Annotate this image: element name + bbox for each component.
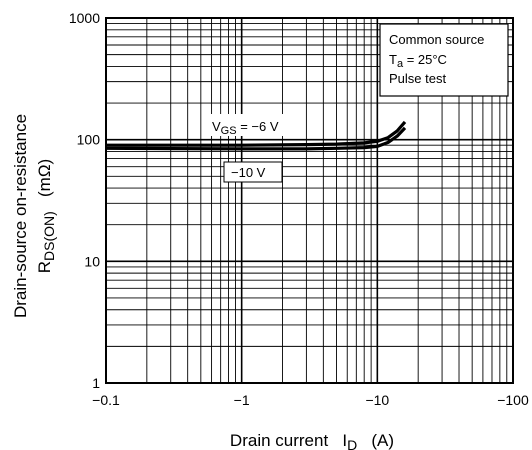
x-axis-gap-2 <box>357 431 371 450</box>
x-axis-unit: (A) <box>371 431 394 450</box>
x-tick-label: −100 <box>497 392 529 408</box>
x-axis-symbol: I <box>342 431 347 450</box>
vgs-sub: GS <box>221 125 237 137</box>
plot-frame <box>105 17 514 384</box>
series-group <box>105 120 407 151</box>
conditions-ta-symbol: T <box>389 52 397 67</box>
grid <box>105 18 513 384</box>
x-axis-title: Drain current ID (A) <box>230 431 394 450</box>
series-label-vgs-10: −10 V <box>223 161 283 183</box>
y-tick-label: 1000 <box>69 10 100 26</box>
y-axis-symbol: RDS(ON) (mΩ) <box>35 159 57 273</box>
x-axis-label: Drain current <box>230 431 329 450</box>
series-label-vgs-6-text: VGS = −6 V <box>212 119 279 137</box>
conditions-ta-value: = 25°C <box>403 52 447 67</box>
y-axis-title: Drain-source on-resistance <box>11 114 30 318</box>
y-axis-gap <box>35 197 54 211</box>
conditions-box: Common source Ta = 25°C Pulse test <box>379 23 509 97</box>
y-axis-unit: (mΩ) <box>35 159 54 197</box>
conditions-line-1: Common source <box>389 32 484 47</box>
series-label-vgs-10-text: −10 V <box>231 165 266 180</box>
series-line-1 <box>106 120 407 147</box>
conditions-ta-sub: a <box>397 58 404 70</box>
conditions-line-2: Ta = 25°C <box>389 52 447 70</box>
x-axis-gap <box>328 431 342 450</box>
x-axis-symbol-sub: D <box>347 437 357 450</box>
y-tick-label: 100 <box>77 132 101 148</box>
y-axis-symbol-main: R <box>35 261 54 273</box>
x-tick-label: −10 <box>365 392 389 408</box>
series-label-bg <box>207 114 305 136</box>
conditions-line-3: Pulse test <box>389 71 446 86</box>
series-label-bg <box>223 161 283 183</box>
y-tick-label: 1 <box>92 375 100 391</box>
vgs-value: = −6 V <box>237 119 279 134</box>
series-label-vgs-6: VGS = −6 V <box>207 114 305 137</box>
y-tick-label: 10 <box>84 253 100 269</box>
x-tick-label: −0.1 <box>92 392 120 408</box>
x-tick-labels: −0.1 −1 −10 −100 <box>92 392 529 408</box>
conditions-box-frame <box>379 23 509 97</box>
y-tick-labels: 1 10 100 1000 <box>69 10 100 391</box>
vgs-symbol: V <box>212 119 221 134</box>
series-line-2 <box>105 126 407 151</box>
y-axis-symbol-sub: DS(ON) <box>41 211 57 261</box>
x-tick-label: −1 <box>234 392 250 408</box>
